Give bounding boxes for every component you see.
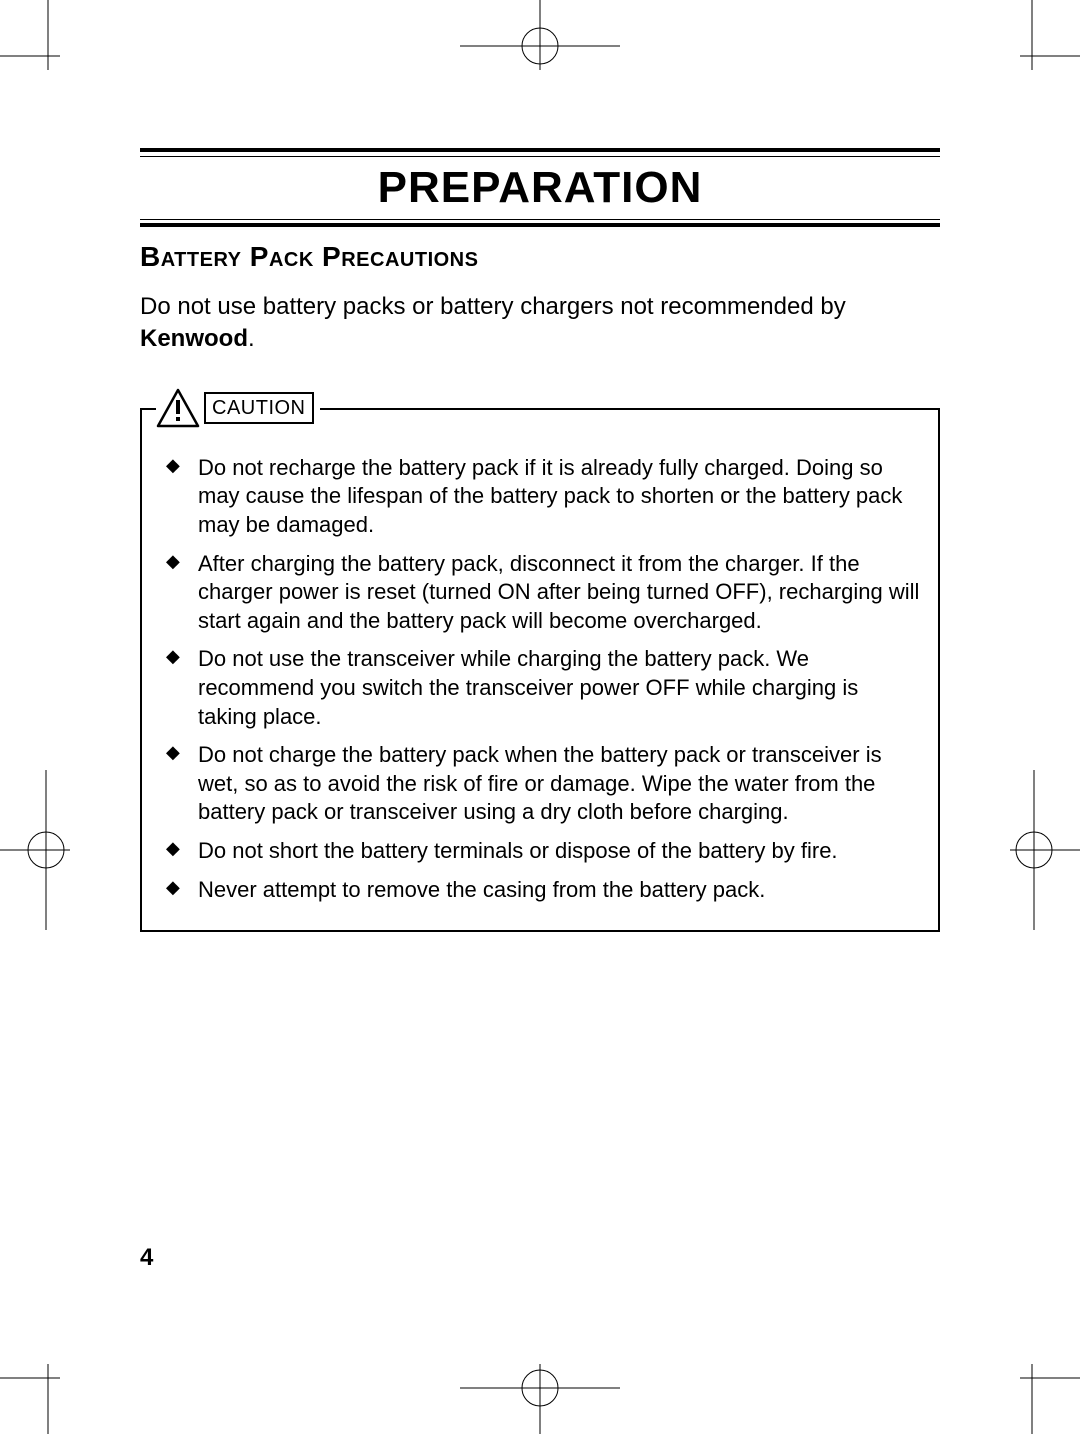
page-title: PREPARATION bbox=[140, 157, 940, 217]
list-item: Do not recharge the battery pack if it i… bbox=[160, 454, 920, 540]
cropmark-mid-right bbox=[1000, 770, 1080, 930]
title-rule-thick-top bbox=[140, 148, 940, 152]
intro-prefix: Do not use battery packs or battery char… bbox=[140, 293, 846, 320]
section-heading: Battery Pack Precautions bbox=[140, 241, 940, 273]
list-item: Never attempt to remove the casing from … bbox=[160, 876, 920, 905]
page-content: PREPARATION Battery Pack Precautions Do … bbox=[140, 148, 940, 932]
cropmark-bottom-center bbox=[460, 1354, 620, 1434]
cropmark-bottom-right bbox=[960, 1314, 1080, 1434]
cropmark-top-left bbox=[0, 0, 120, 120]
caution-label: CAUTION bbox=[204, 392, 314, 424]
caution-box: CAUTION Do not recharge the battery pack… bbox=[140, 408, 940, 932]
warning-icon bbox=[156, 388, 200, 428]
intro-suffix: . bbox=[248, 325, 255, 352]
list-item: Do not short the battery terminals or di… bbox=[160, 837, 920, 866]
caution-badge: CAUTION bbox=[156, 388, 320, 428]
cropmark-top-right bbox=[960, 0, 1080, 120]
brand-name: Kenwood bbox=[140, 325, 248, 352]
cropmark-top-center bbox=[460, 0, 620, 80]
list-item: Do not use the transceiver while chargin… bbox=[160, 645, 920, 731]
list-item: After charging the battery pack, disconn… bbox=[160, 550, 920, 636]
title-rule-thick-bottom bbox=[140, 223, 940, 227]
list-item: Do not charge the battery pack when the … bbox=[160, 741, 920, 827]
caution-list: Do not recharge the battery pack if it i… bbox=[160, 454, 920, 904]
intro-paragraph: Do not use battery packs or battery char… bbox=[140, 291, 940, 356]
cropmark-bottom-left bbox=[0, 1314, 120, 1434]
cropmark-mid-left bbox=[0, 770, 80, 930]
page-number: 4 bbox=[140, 1244, 153, 1272]
title-rule-thin-bottom bbox=[140, 219, 940, 220]
